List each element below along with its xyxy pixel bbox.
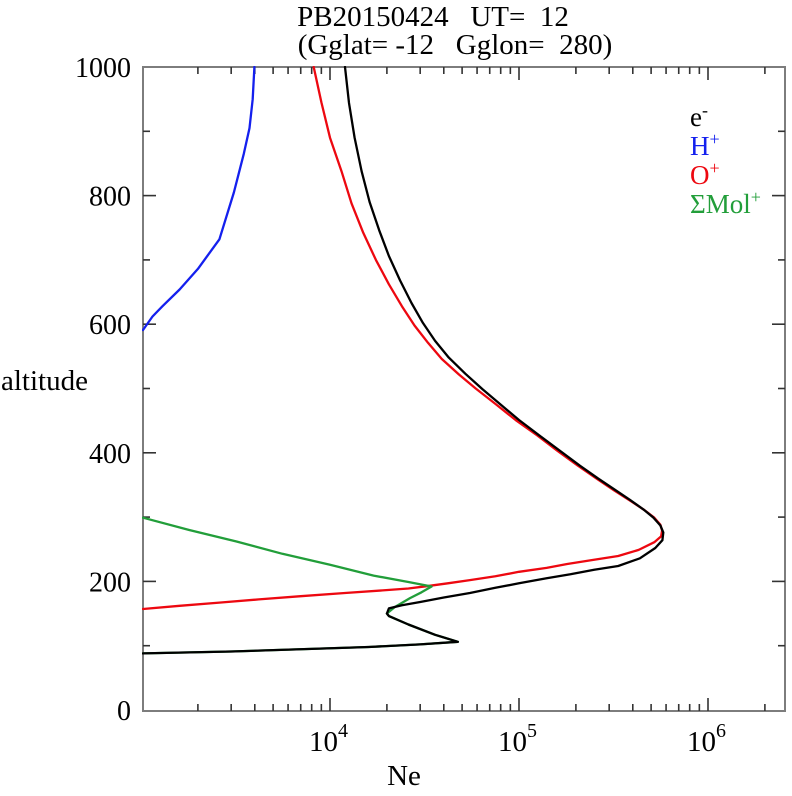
x-axis-label: Ne xyxy=(387,760,421,792)
svg-text:106: 106 xyxy=(687,720,726,758)
data-curves xyxy=(142,66,665,655)
legend: e- H+ O+ ΣMol+ xyxy=(690,96,761,219)
axis-tick-labels: 1000 800 600 400 200 0 104 105 106 xyxy=(75,53,726,758)
series-H+ xyxy=(142,66,256,332)
legend-item-o-plus: O+ xyxy=(690,158,720,190)
svg-text:104: 104 xyxy=(309,720,348,758)
chart-title-line1: PB20150424 UT= 12 xyxy=(297,1,569,33)
chart-title-line2: (Gglat= -12 Gglon= 280) xyxy=(297,29,613,61)
series-O+ xyxy=(142,66,664,611)
series-Mol+ xyxy=(142,516,460,655)
legend-item-h-plus: H+ xyxy=(690,129,720,161)
legend-item-electron: e- xyxy=(690,100,708,132)
series-e- xyxy=(142,66,665,655)
svg-text:600: 600 xyxy=(89,310,131,341)
legend-item-mol-plus: ΣMol+ xyxy=(690,187,761,219)
svg-text:1000: 1000 xyxy=(75,53,131,84)
svg-text:200: 200 xyxy=(89,567,131,598)
plot-frame xyxy=(142,66,786,712)
svg-text:800: 800 xyxy=(89,182,131,213)
svg-text:105: 105 xyxy=(498,720,537,758)
svg-text:400: 400 xyxy=(89,439,131,470)
svg-text:0: 0 xyxy=(117,696,131,727)
y-axis-label: altitude xyxy=(1,365,88,397)
axis-ticks xyxy=(143,67,785,711)
